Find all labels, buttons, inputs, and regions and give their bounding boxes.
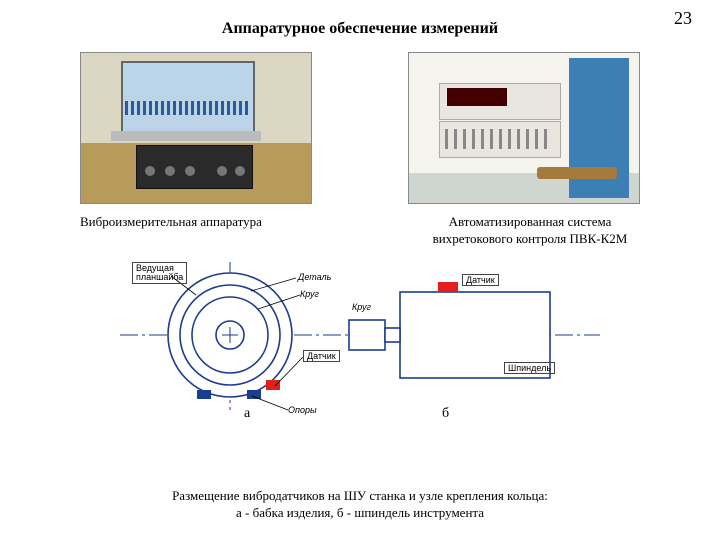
caption-right-l1: Автоматизированная система [449,214,612,229]
caption-right-l2: вихретокового контроля ПВК-К2М [433,231,628,246]
sublabel-a: а [244,406,250,422]
diagram-svg [0,262,720,472]
label-opory: Опоры [288,405,317,415]
label-datchik-b: Датчик [462,274,499,286]
caption-left: Виброизмерительная аппаратура [80,214,330,248]
label-krug-outer: Круг [352,302,371,312]
label-detal: Деталь [298,272,331,282]
bottom-caption-l1: Размещение вибродатчиков на ШУ станка и … [172,488,548,503]
caption-row: Виброизмерительная аппаратура Автоматизи… [0,204,720,248]
photo-eddy-current-system [408,52,640,204]
photo-row [0,38,720,204]
page-title: Аппаратурное обеспечение измерений [0,0,720,38]
label-krug-inner: Круг [300,289,319,299]
sublabel-b: б [442,406,449,422]
label-planshaiba: Ведущаяпланшайба [132,262,187,284]
bottom-caption: Размещение вибродатчиков на ШУ станка и … [0,488,720,522]
label-shpindel: Шпиндель [504,362,555,374]
caption-right: Автоматизированная система вихретокового… [400,214,660,248]
bottom-caption-l2: а - бабка изделия, б - шпиндель инструме… [236,505,484,520]
photo-vibro-equipment [80,52,312,204]
label-datchik-a: Датчик [303,350,340,362]
page-number: 23 [674,8,692,29]
